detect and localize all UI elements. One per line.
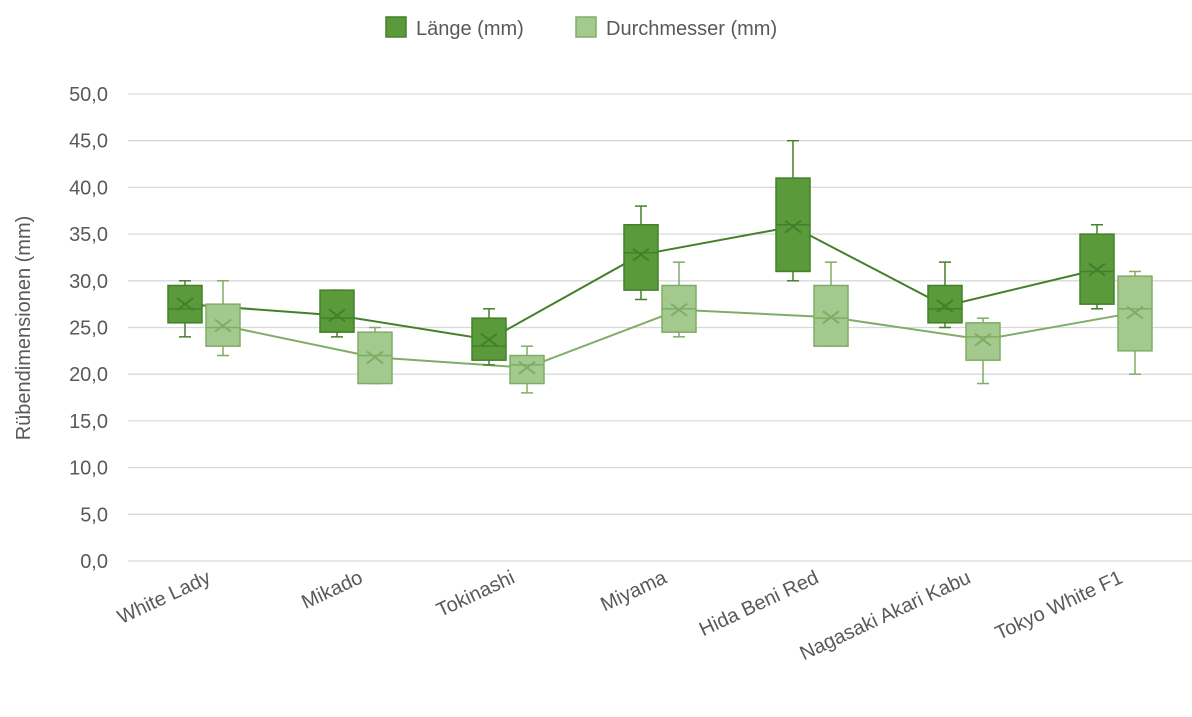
y-tick-label: 20,0 bbox=[69, 364, 108, 386]
mean-marker bbox=[974, 332, 992, 347]
box-durchmesser bbox=[813, 261, 849, 347]
x-axis-tick-labels: White Lady Mikado Tokinashi Miyama Hida Beni… bbox=[114, 566, 1126, 665]
y-axis-title: Rübendimensionen (mm) bbox=[13, 216, 35, 441]
x-tick-label: White Lady bbox=[114, 567, 214, 629]
y-tick-label: 10,0 bbox=[69, 458, 108, 480]
box-durchmesser bbox=[1117, 270, 1153, 375]
box-laenge bbox=[623, 205, 659, 301]
box-durchmesser bbox=[661, 261, 697, 338]
mean-marker bbox=[328, 308, 346, 323]
mean-marker bbox=[214, 318, 232, 333]
box-laenge bbox=[167, 280, 203, 338]
y-tick-label: 5,0 bbox=[80, 504, 108, 526]
mean-marker bbox=[670, 302, 688, 317]
box-laenge bbox=[927, 261, 963, 329]
box-durchmesser bbox=[509, 345, 545, 394]
y-tick-label: 30,0 bbox=[69, 271, 108, 293]
mean-marker bbox=[822, 310, 840, 325]
mean-marker bbox=[518, 360, 536, 375]
y-tick-label: 25,0 bbox=[69, 318, 108, 340]
y-tick-label: 40,0 bbox=[69, 177, 108, 199]
y-axis-tick-labels: 0,0 5,0 10,0 15,0 20,0 25,0 30,0 35,0 40,0 45,0 50… bbox=[69, 84, 108, 573]
x-tick-label: Nagasaki Akari Kabu bbox=[797, 567, 975, 665]
mean-marker bbox=[632, 247, 650, 262]
legend-swatch bbox=[385, 16, 407, 38]
box-durchmesser bbox=[205, 280, 241, 357]
x-tick-label: Tokinashi bbox=[433, 567, 518, 622]
box-series bbox=[167, 139, 1153, 394]
mean-marker bbox=[1126, 305, 1144, 320]
box-durchmesser bbox=[357, 326, 393, 385]
box-laenge bbox=[319, 289, 355, 338]
box-durchmesser bbox=[965, 317, 1001, 385]
box-laenge bbox=[775, 139, 811, 282]
mean-marker bbox=[176, 297, 194, 311]
box-iqr bbox=[927, 284, 963, 324]
box-iqr bbox=[167, 284, 203, 324]
mean-marker bbox=[936, 299, 954, 313]
box-iqr bbox=[813, 284, 849, 347]
mean-marker bbox=[784, 219, 802, 234]
mean-marker bbox=[366, 350, 384, 365]
legend-swatch bbox=[575, 16, 597, 38]
box-iqr bbox=[509, 354, 545, 385]
y-tick-label: 15,0 bbox=[69, 411, 108, 433]
x-tick-label: Mikado bbox=[298, 567, 366, 614]
x-tick-label: Tokyo White F1 bbox=[992, 567, 1126, 645]
y-tick-label: 45,0 bbox=[69, 131, 108, 153]
box-iqr bbox=[623, 224, 659, 291]
legend-label: Länge (mm) bbox=[416, 18, 524, 40]
box-laenge bbox=[471, 308, 507, 366]
legend-label: Durchmesser (mm) bbox=[606, 18, 777, 40]
x-tick-label: Hida Beni Red bbox=[696, 567, 822, 641]
mean-marker bbox=[1088, 262, 1106, 277]
y-tick-label: 0,0 bbox=[80, 551, 108, 573]
x-tick-label: Miyama bbox=[597, 566, 671, 616]
y-tick-label: 35,0 bbox=[69, 224, 108, 246]
gridlines bbox=[128, 93, 1192, 562]
box-iqr bbox=[965, 322, 1001, 361]
box-iqr bbox=[319, 289, 355, 333]
y-tick-label: 50,0 bbox=[69, 84, 108, 106]
legend: Länge (mm) Durchmesser (mm) bbox=[385, 16, 777, 40]
mean-marker bbox=[480, 332, 498, 347]
box-laenge bbox=[1079, 224, 1115, 310]
